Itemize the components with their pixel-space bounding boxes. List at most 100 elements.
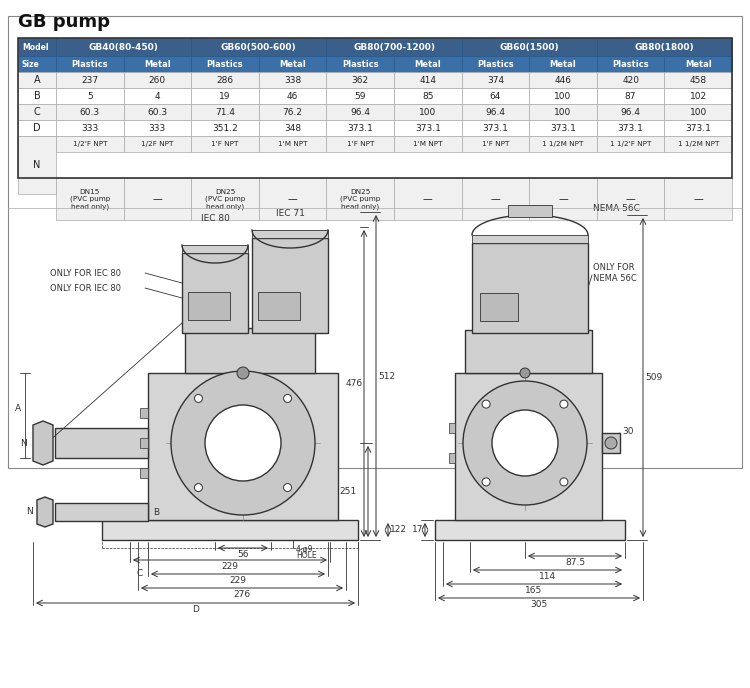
Text: 1'F NPT: 1'F NPT bbox=[346, 141, 374, 147]
Bar bbox=[55, 428, 148, 458]
Circle shape bbox=[194, 484, 202, 491]
Text: ONLY FOR
IEC 71: ONLY FOR IEC 71 bbox=[270, 293, 311, 313]
Bar bbox=[258, 292, 300, 320]
Text: 30: 30 bbox=[622, 427, 634, 436]
Text: Model: Model bbox=[22, 43, 49, 52]
Text: 333: 333 bbox=[81, 124, 98, 133]
Text: —: — bbox=[693, 194, 703, 204]
Text: 512: 512 bbox=[378, 372, 395, 380]
Text: 458: 458 bbox=[690, 76, 706, 85]
Text: 96.4: 96.4 bbox=[350, 107, 370, 116]
Text: C: C bbox=[34, 107, 40, 117]
Bar bbox=[18, 38, 56, 56]
Text: 71.4: 71.4 bbox=[215, 107, 235, 116]
Circle shape bbox=[237, 367, 249, 379]
Text: GB60(1500): GB60(1500) bbox=[500, 43, 559, 52]
Text: 338: 338 bbox=[284, 76, 302, 85]
Text: 260: 260 bbox=[148, 76, 166, 85]
Text: 165: 165 bbox=[525, 586, 542, 595]
Text: 60.3: 60.3 bbox=[147, 107, 167, 116]
Bar bbox=[326, 104, 394, 120]
Text: 373.1: 373.1 bbox=[618, 124, 644, 133]
Circle shape bbox=[520, 368, 530, 378]
Bar bbox=[124, 120, 191, 136]
Circle shape bbox=[560, 400, 568, 408]
Text: B: B bbox=[153, 508, 159, 517]
Bar bbox=[664, 104, 732, 120]
Bar bbox=[252, 230, 328, 238]
Text: Plastics: Plastics bbox=[71, 59, 108, 69]
Bar bbox=[18, 88, 56, 104]
Text: 96.4: 96.4 bbox=[620, 107, 640, 116]
Text: 286: 286 bbox=[217, 76, 233, 85]
Text: Metal: Metal bbox=[550, 59, 576, 69]
Circle shape bbox=[463, 381, 587, 505]
Bar bbox=[664, 120, 732, 136]
Text: 87.5: 87.5 bbox=[565, 558, 585, 567]
Bar bbox=[461, 88, 530, 104]
Bar bbox=[56, 136, 124, 152]
Bar bbox=[124, 178, 191, 220]
Bar bbox=[191, 56, 259, 72]
Bar bbox=[597, 136, 664, 152]
Text: 19: 19 bbox=[219, 92, 231, 100]
Text: —: — bbox=[288, 194, 298, 204]
Text: 1'F NPT: 1'F NPT bbox=[211, 141, 238, 147]
Text: 351.2: 351.2 bbox=[212, 124, 238, 133]
Circle shape bbox=[194, 394, 202, 402]
Bar bbox=[664, 178, 732, 220]
Bar bbox=[259, 56, 326, 72]
Circle shape bbox=[284, 394, 292, 402]
Bar bbox=[326, 136, 394, 152]
Bar bbox=[472, 235, 588, 243]
Text: Metal: Metal bbox=[279, 59, 306, 69]
Text: 229: 229 bbox=[230, 576, 247, 585]
Circle shape bbox=[284, 484, 292, 491]
Bar bbox=[8, 16, 742, 468]
Bar bbox=[191, 38, 326, 56]
Bar bbox=[18, 72, 56, 88]
Bar bbox=[508, 205, 552, 217]
Bar bbox=[185, 328, 315, 373]
Bar bbox=[664, 56, 732, 72]
Text: 114: 114 bbox=[539, 572, 556, 581]
Bar bbox=[18, 120, 56, 136]
Bar bbox=[597, 56, 664, 72]
Text: 1/2F NPT: 1/2F NPT bbox=[141, 141, 173, 147]
Bar bbox=[394, 56, 461, 72]
Text: 251: 251 bbox=[339, 487, 356, 496]
Bar bbox=[597, 120, 664, 136]
Circle shape bbox=[205, 405, 281, 481]
Text: 476: 476 bbox=[346, 379, 363, 388]
Text: 1'F NPT: 1'F NPT bbox=[482, 141, 509, 147]
Text: 4: 4 bbox=[154, 92, 160, 100]
Text: 59: 59 bbox=[355, 92, 366, 100]
Bar bbox=[102, 520, 358, 540]
Circle shape bbox=[492, 410, 558, 476]
Text: 333: 333 bbox=[148, 124, 166, 133]
Text: NEMA 56C: NEMA 56C bbox=[593, 204, 640, 213]
Text: Metal: Metal bbox=[144, 59, 171, 69]
Polygon shape bbox=[33, 421, 53, 465]
Bar bbox=[472, 243, 588, 333]
Bar bbox=[530, 72, 597, 88]
Text: 373.1: 373.1 bbox=[482, 124, 508, 133]
Text: —: — bbox=[423, 194, 433, 204]
Bar bbox=[435, 520, 625, 540]
Text: 4-φ9: 4-φ9 bbox=[296, 544, 314, 554]
Text: IEC 71: IEC 71 bbox=[275, 209, 304, 218]
Bar bbox=[259, 72, 326, 88]
Bar bbox=[530, 56, 597, 72]
Bar bbox=[461, 38, 597, 56]
Bar bbox=[56, 120, 124, 136]
Text: 122: 122 bbox=[390, 526, 407, 535]
Text: 1 1/2M NPT: 1 1/2M NPT bbox=[542, 141, 584, 147]
Text: 1'M NPT: 1'M NPT bbox=[413, 141, 442, 147]
Bar bbox=[597, 104, 664, 120]
Bar bbox=[56, 56, 124, 72]
Bar bbox=[124, 104, 191, 120]
Bar bbox=[140, 438, 148, 448]
Bar bbox=[182, 253, 248, 333]
Bar bbox=[259, 88, 326, 104]
Bar bbox=[18, 104, 56, 120]
